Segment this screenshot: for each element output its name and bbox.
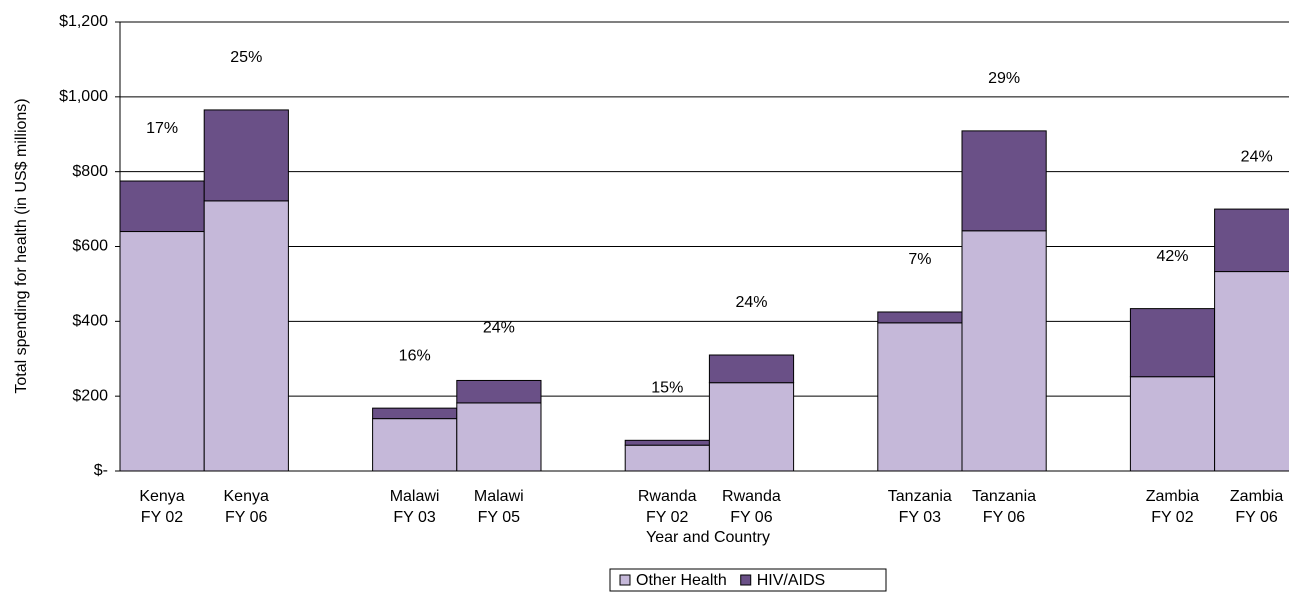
x-tick-label: Tanzania FY 03 — [887, 488, 952, 526]
y-tick-label: $- — [94, 462, 108, 479]
bar-segment — [708, 354, 795, 384]
y-tick-label: $200 — [72, 387, 108, 404]
legend-swatch — [619, 574, 631, 586]
share-label: 17% — [146, 120, 178, 137]
bar-segment — [1214, 208, 1289, 273]
y-tick-label: $600 — [72, 238, 108, 255]
bar-segment — [624, 444, 710, 472]
y-axis-title: Total spending for health (in US$ millio… — [13, 98, 30, 393]
x-tick-label: Malawi FY 05 — [473, 488, 524, 526]
bar-segment — [961, 230, 1047, 472]
x-axis-title: Year and Country — [646, 529, 770, 546]
y-tick-label: $800 — [72, 163, 108, 180]
bar-segment — [119, 180, 205, 233]
bar-segment — [203, 109, 289, 202]
bar-segment — [708, 382, 795, 472]
y-tick-label: $1,000 — [59, 88, 108, 105]
bar-segment — [961, 130, 1047, 232]
bar-segment — [1214, 271, 1289, 472]
bar-segment — [877, 311, 963, 324]
bar-segment — [877, 322, 963, 472]
bar-segment — [372, 407, 458, 420]
share-label: 24% — [483, 320, 515, 337]
share-label: 16% — [399, 347, 431, 364]
share-label: 7% — [908, 251, 931, 268]
x-tick-label: Kenya FY 06 — [223, 488, 269, 526]
x-tick-label: Rwanda FY 06 — [722, 488, 781, 526]
bar-segment — [1129, 376, 1216, 472]
bar-segment — [1129, 308, 1216, 378]
y-tick-label: $1,200 — [59, 13, 108, 30]
share-label: 25% — [230, 49, 262, 66]
share-label: 42% — [1156, 248, 1188, 265]
legend-label: HIV/AIDS — [757, 572, 825, 589]
share-label: 24% — [735, 294, 767, 311]
bar-segment — [624, 439, 710, 446]
x-tick-label: Zambia FY 06 — [1229, 488, 1284, 526]
share-label: 24% — [1241, 148, 1273, 165]
share-label: 15% — [651, 380, 683, 397]
bar-segment — [372, 418, 458, 472]
bar-segment — [456, 379, 542, 404]
legend-swatch — [740, 574, 752, 586]
x-tick-label: Zambia FY 02 — [1145, 488, 1200, 526]
x-tick-label: Malawi FY 03 — [389, 488, 440, 526]
bar-segment — [203, 200, 289, 472]
bar-segment — [456, 402, 542, 472]
x-tick-label: Rwanda FY 02 — [637, 488, 697, 526]
share-label: 29% — [988, 70, 1020, 87]
legend-label: Other Health — [636, 572, 727, 589]
x-tick-label: Tanzania FY 06 — [971, 488, 1037, 526]
x-tick-label: Kenya FY 02 — [139, 488, 185, 526]
y-tick-label: $400 — [72, 313, 108, 330]
bar-segment — [119, 231, 205, 472]
